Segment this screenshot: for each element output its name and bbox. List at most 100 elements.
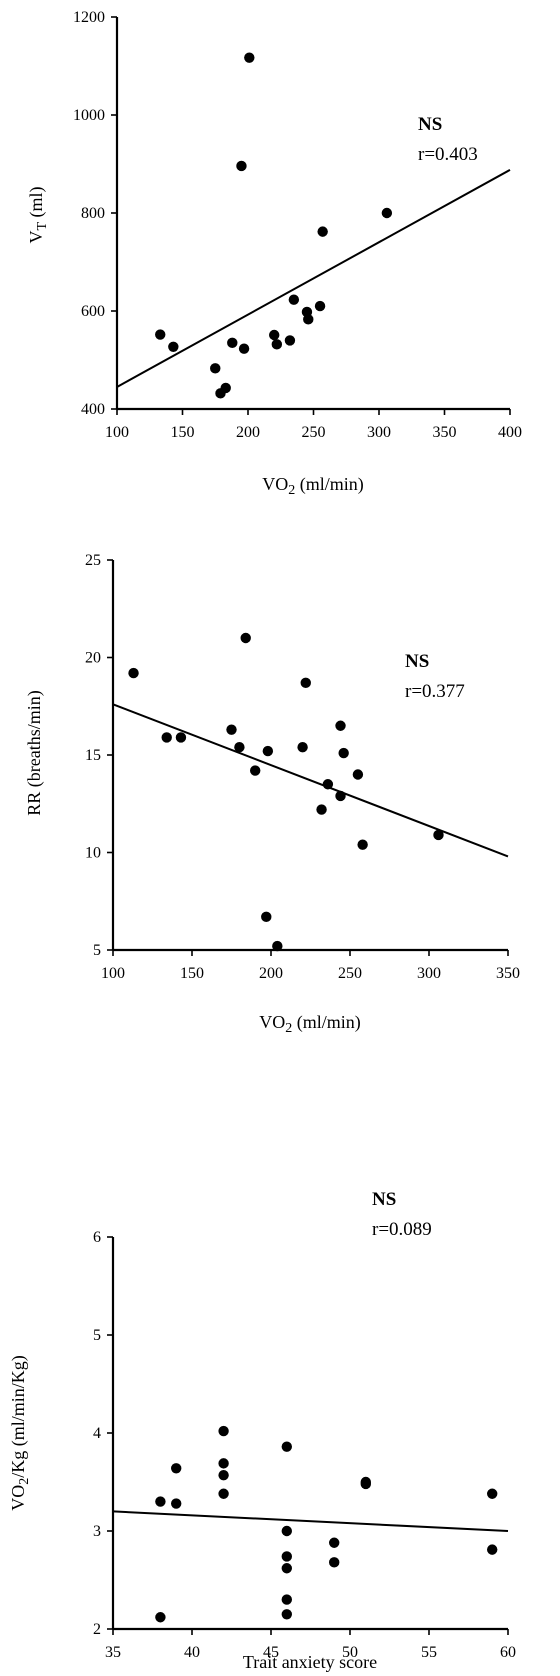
significance-label: NS (405, 651, 429, 672)
y-tick-label: 3 (93, 1523, 101, 1540)
x-tick-label: 200 (236, 424, 260, 441)
data-point (433, 829, 444, 841)
data-point (226, 724, 237, 735)
data-point (171, 1498, 182, 1509)
data-point (244, 52, 255, 63)
regression-line (112, 703, 509, 858)
data-point (281, 1609, 292, 1620)
data-point (303, 314, 314, 325)
data-point (357, 839, 368, 850)
data-point (262, 745, 274, 757)
data-point (281, 1551, 292, 1562)
y-tick-label: 800 (81, 205, 105, 222)
x-tick-label: 250 (302, 424, 326, 441)
data-point (272, 940, 283, 952)
x-tick-label: 250 (338, 965, 362, 982)
data-point (300, 677, 311, 689)
data-point (329, 1557, 340, 1568)
data-point (210, 363, 221, 374)
x-tick-label: 55 (421, 1644, 437, 1661)
y-axis-title: VT (ml) (26, 186, 50, 243)
data-point (297, 742, 308, 753)
data-point (155, 329, 166, 340)
data-point (175, 732, 187, 743)
data-point (322, 779, 334, 790)
data-point (352, 769, 364, 780)
data-point (171, 1463, 182, 1474)
significance-label: NS (418, 114, 442, 135)
data-point (250, 765, 261, 776)
x-axis-title: VO2 (ml/min) (259, 1012, 361, 1036)
x-tick-label: 350 (496, 965, 520, 982)
correlation-label: r=0.377 (405, 681, 465, 702)
data-point (329, 1537, 340, 1548)
data-point (281, 1594, 292, 1605)
data-point (168, 341, 179, 352)
data-point (161, 732, 172, 743)
chart-panel-2: 100 150 200 250 300 350 5 10 15 20 25 VO2 (ml/min) R… (24, 552, 520, 1036)
data-point (155, 1496, 166, 1507)
y-axis-title: VO2/Kg (ml/min/Kg) (8, 1355, 32, 1511)
y-tick-label: 5 (93, 1327, 101, 1344)
y-tick-label: 4 (93, 1425, 101, 1442)
y-tick-label: 10 (85, 845, 101, 862)
x-tick-label: 50 (342, 1644, 358, 1661)
y-tick-label: 2 (93, 1621, 101, 1638)
x-axis-title: VO2 (ml/min) (262, 474, 364, 498)
data-point (261, 911, 272, 923)
regression-line (116, 169, 511, 388)
y-tick-label: 600 (81, 303, 105, 320)
data-point (487, 1488, 498, 1499)
x-tick-label: 100 (101, 965, 125, 982)
x-axis-title: Trait anxiety score (243, 1652, 377, 1672)
data-point (271, 339, 283, 350)
data-point (338, 747, 349, 759)
data-point (234, 742, 245, 753)
y-tick-label: 6 (93, 1229, 101, 1246)
data-point (281, 1563, 292, 1574)
significance-label: NS (372, 1189, 396, 1210)
data-point (335, 790, 346, 802)
data-point (360, 1476, 371, 1488)
data-point (218, 1469, 229, 1481)
y-tick-label: 1000 (73, 107, 105, 124)
x-tick-label: 150 (171, 424, 195, 441)
data-point (227, 337, 238, 349)
data-point (487, 1544, 498, 1555)
data-point (155, 1612, 166, 1623)
y-axis-title: RR (breaths/min) (24, 690, 45, 815)
data-point (281, 1525, 292, 1537)
data-point (316, 804, 327, 815)
x-tick-label: 45 (263, 1644, 279, 1661)
data-point (240, 632, 251, 644)
x-tick-label: 60 (500, 1644, 516, 1661)
data-point (317, 226, 328, 237)
correlation-label: r=0.089 (372, 1219, 432, 1240)
data-point (288, 294, 300, 305)
data-point (335, 720, 346, 731)
data-point (218, 1425, 229, 1437)
x-tick-label: 100 (105, 424, 129, 441)
x-tick-label: 300 (367, 424, 391, 441)
y-tick-label: 400 (81, 401, 105, 418)
y-tick-label: 15 (85, 747, 101, 764)
data-point (218, 1488, 229, 1499)
data-point (281, 1441, 292, 1452)
x-tick-label: 350 (433, 424, 457, 441)
regression-line (112, 1510, 509, 1532)
chart-panel-1: 100 150 200 250 300 350 400 400 600 800 1000 1200 VO… (26, 9, 522, 498)
data-point (284, 335, 296, 346)
data-point (236, 160, 247, 172)
data-point (314, 300, 326, 312)
y-tick-label: 20 (85, 650, 101, 667)
x-tick-label: 400 (498, 424, 522, 441)
data-point (220, 382, 231, 394)
data-point (381, 207, 393, 219)
x-tick-label: 150 (180, 965, 204, 982)
data-point (269, 329, 280, 341)
y-tick-label: 1200 (73, 9, 105, 26)
data-point (128, 667, 139, 679)
data-point (238, 343, 250, 354)
